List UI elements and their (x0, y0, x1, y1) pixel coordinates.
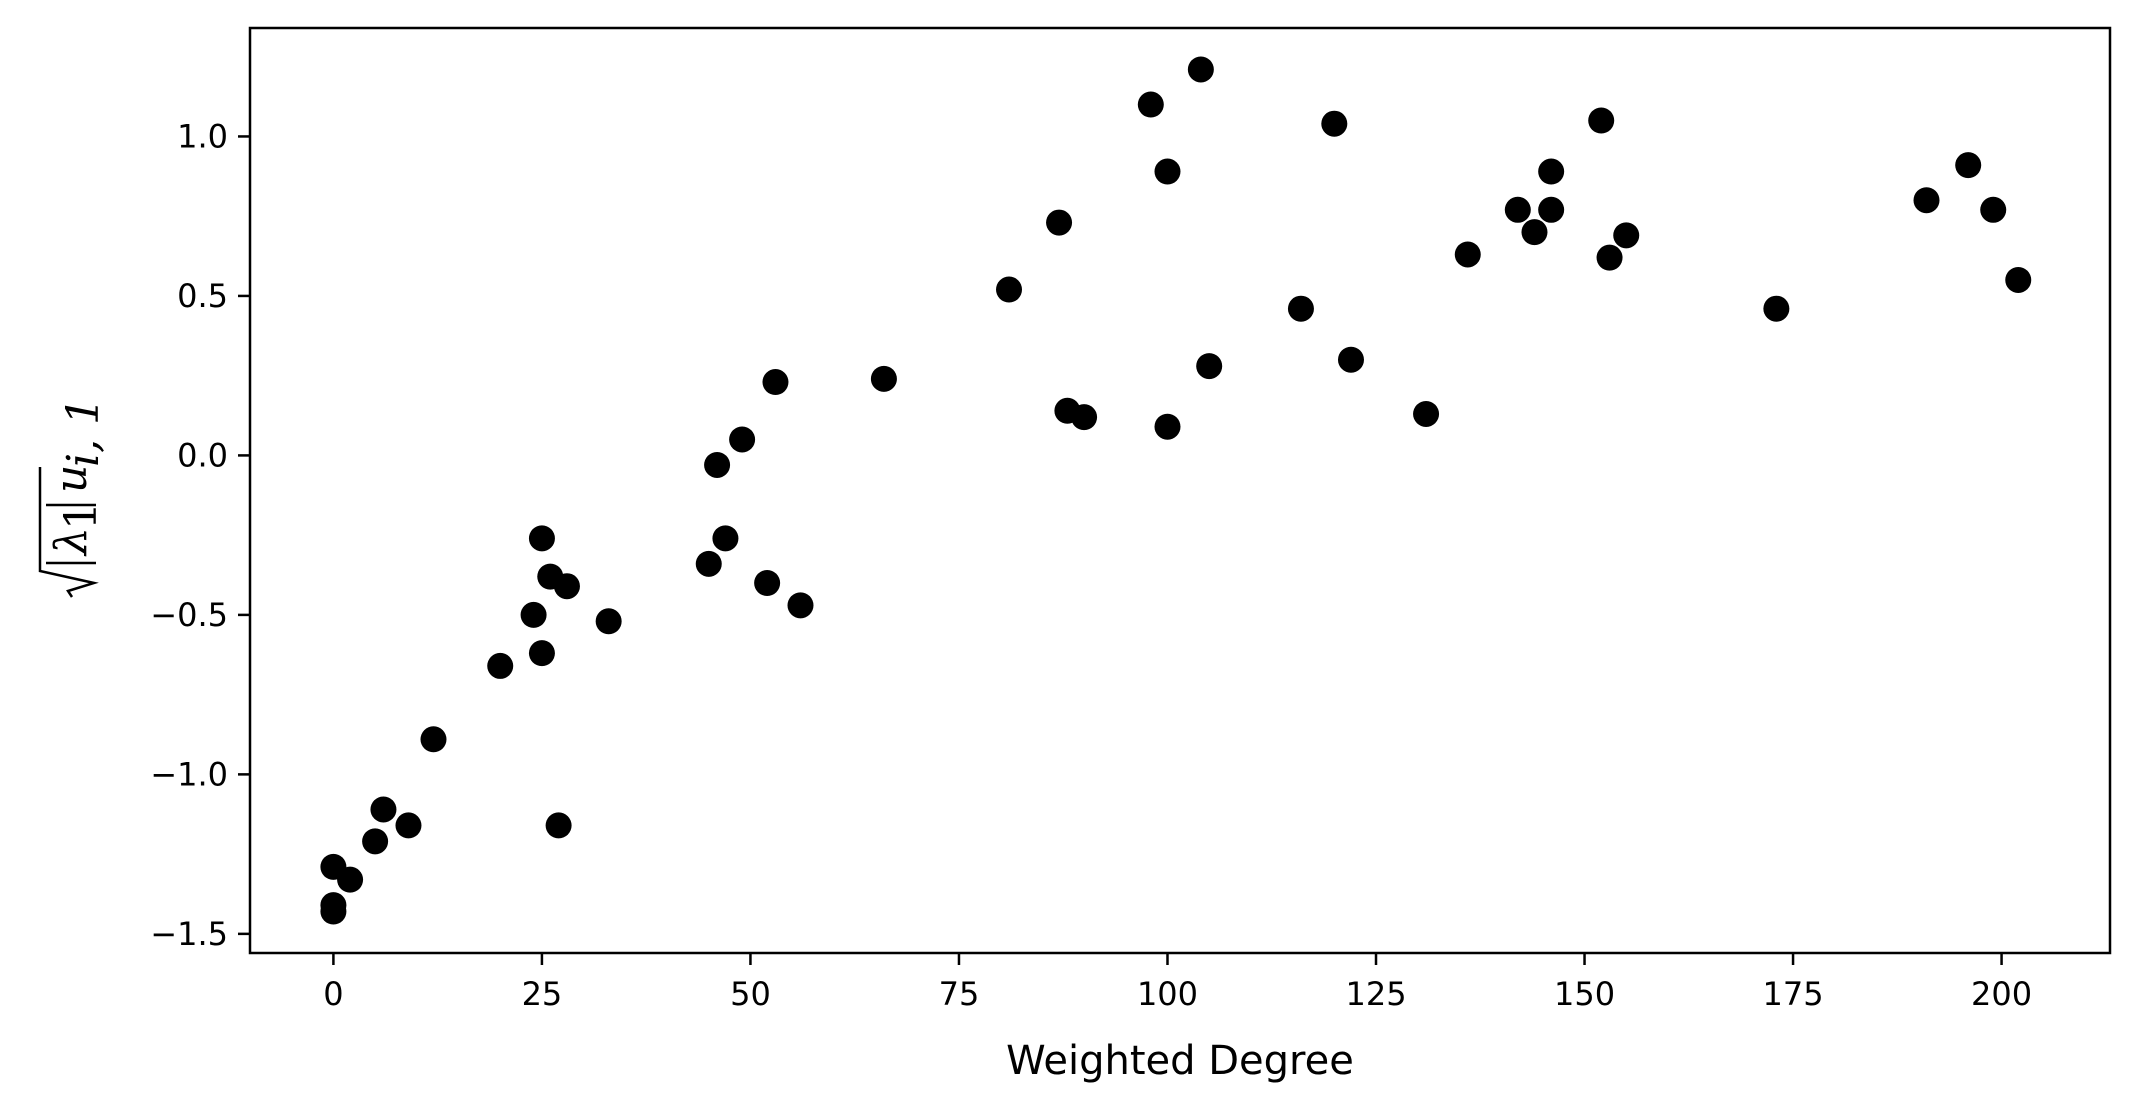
data-point (595, 608, 622, 635)
data-point (1071, 404, 1098, 431)
data-point (1187, 56, 1214, 83)
data-point (1454, 241, 1481, 268)
data-point (520, 601, 547, 628)
data-point (1596, 244, 1623, 271)
data-point (1413, 400, 1440, 427)
data-point (1154, 413, 1181, 440)
y-tick-label: 0.5 (177, 277, 228, 315)
data-point (704, 451, 731, 478)
x-tick-label: 75 (939, 975, 980, 1013)
ylabel-lambda: λ (46, 527, 97, 557)
ylabel-u-sub: i, 1 (58, 397, 109, 467)
data-point (787, 592, 814, 619)
x-tick-label: 0 (323, 975, 343, 1013)
sqrt-sign (38, 467, 99, 598)
data-point (545, 812, 572, 839)
data-point (395, 812, 422, 839)
plot-frame (248, 26, 2112, 955)
data-point (1287, 295, 1314, 322)
data-point (729, 426, 756, 453)
data-point (320, 898, 347, 925)
data-point (1913, 187, 1940, 214)
x-tick-label: 25 (522, 975, 563, 1013)
data-point (754, 570, 781, 596)
x-tick-label: 125 (1345, 975, 1406, 1013)
data-point (528, 640, 555, 667)
data-point (1521, 219, 1548, 246)
y-tick-label: 0.0 (177, 436, 228, 474)
data-point (420, 726, 447, 753)
data-point (487, 652, 514, 679)
data-point (2005, 266, 2032, 293)
data-point (695, 550, 722, 577)
data-point (1137, 91, 1164, 118)
x-tick-label: 50 (730, 975, 771, 1013)
data-point (712, 525, 739, 552)
data-point (1154, 158, 1181, 185)
data-point (1046, 209, 1073, 236)
data-points (320, 56, 2032, 925)
data-point (1613, 222, 1640, 249)
x-tick-label: 200 (1971, 975, 2032, 1013)
data-point (337, 866, 364, 893)
y-tick-label: −0.5 (150, 596, 228, 634)
y-axis-ticks: −1.5 −1.0 −0.5 0.0 0.5 1.0 (150, 117, 250, 953)
data-point (528, 525, 555, 552)
y-tick-label: 1.0 (177, 117, 228, 155)
x-axis-ticks: 0 25 50 75 100 125 150 175 200 (323, 953, 2032, 1013)
x-axis-label: Weighted Degree (1006, 1038, 1354, 1084)
data-point (1504, 196, 1531, 223)
data-point (1955, 152, 1982, 179)
ylabel-lambda-sub: 1 (56, 502, 107, 530)
data-point (553, 573, 580, 600)
data-point (1337, 346, 1364, 373)
data-point (1538, 196, 1565, 223)
data-point (1588, 107, 1615, 134)
data-point (370, 796, 397, 823)
data-point (1538, 158, 1565, 185)
data-point (362, 828, 389, 855)
y-tick-label: −1.0 (150, 755, 228, 793)
data-point (996, 276, 1023, 303)
x-tick-label: 150 (1554, 975, 1615, 1013)
data-point (762, 369, 789, 396)
ylabel-u: u (46, 465, 97, 493)
y-axis-label: λ 1 u i, 1 (38, 397, 109, 598)
plot-area (250, 28, 2110, 953)
data-point (1321, 110, 1348, 137)
data-point (1196, 353, 1223, 380)
x-tick-label: 100 (1137, 975, 1198, 1013)
data-point (870, 365, 897, 392)
data-point (1763, 295, 1790, 322)
y-tick-label: −1.5 (150, 915, 228, 953)
x-tick-label: 175 (1763, 975, 1824, 1013)
data-point (1980, 196, 2007, 223)
